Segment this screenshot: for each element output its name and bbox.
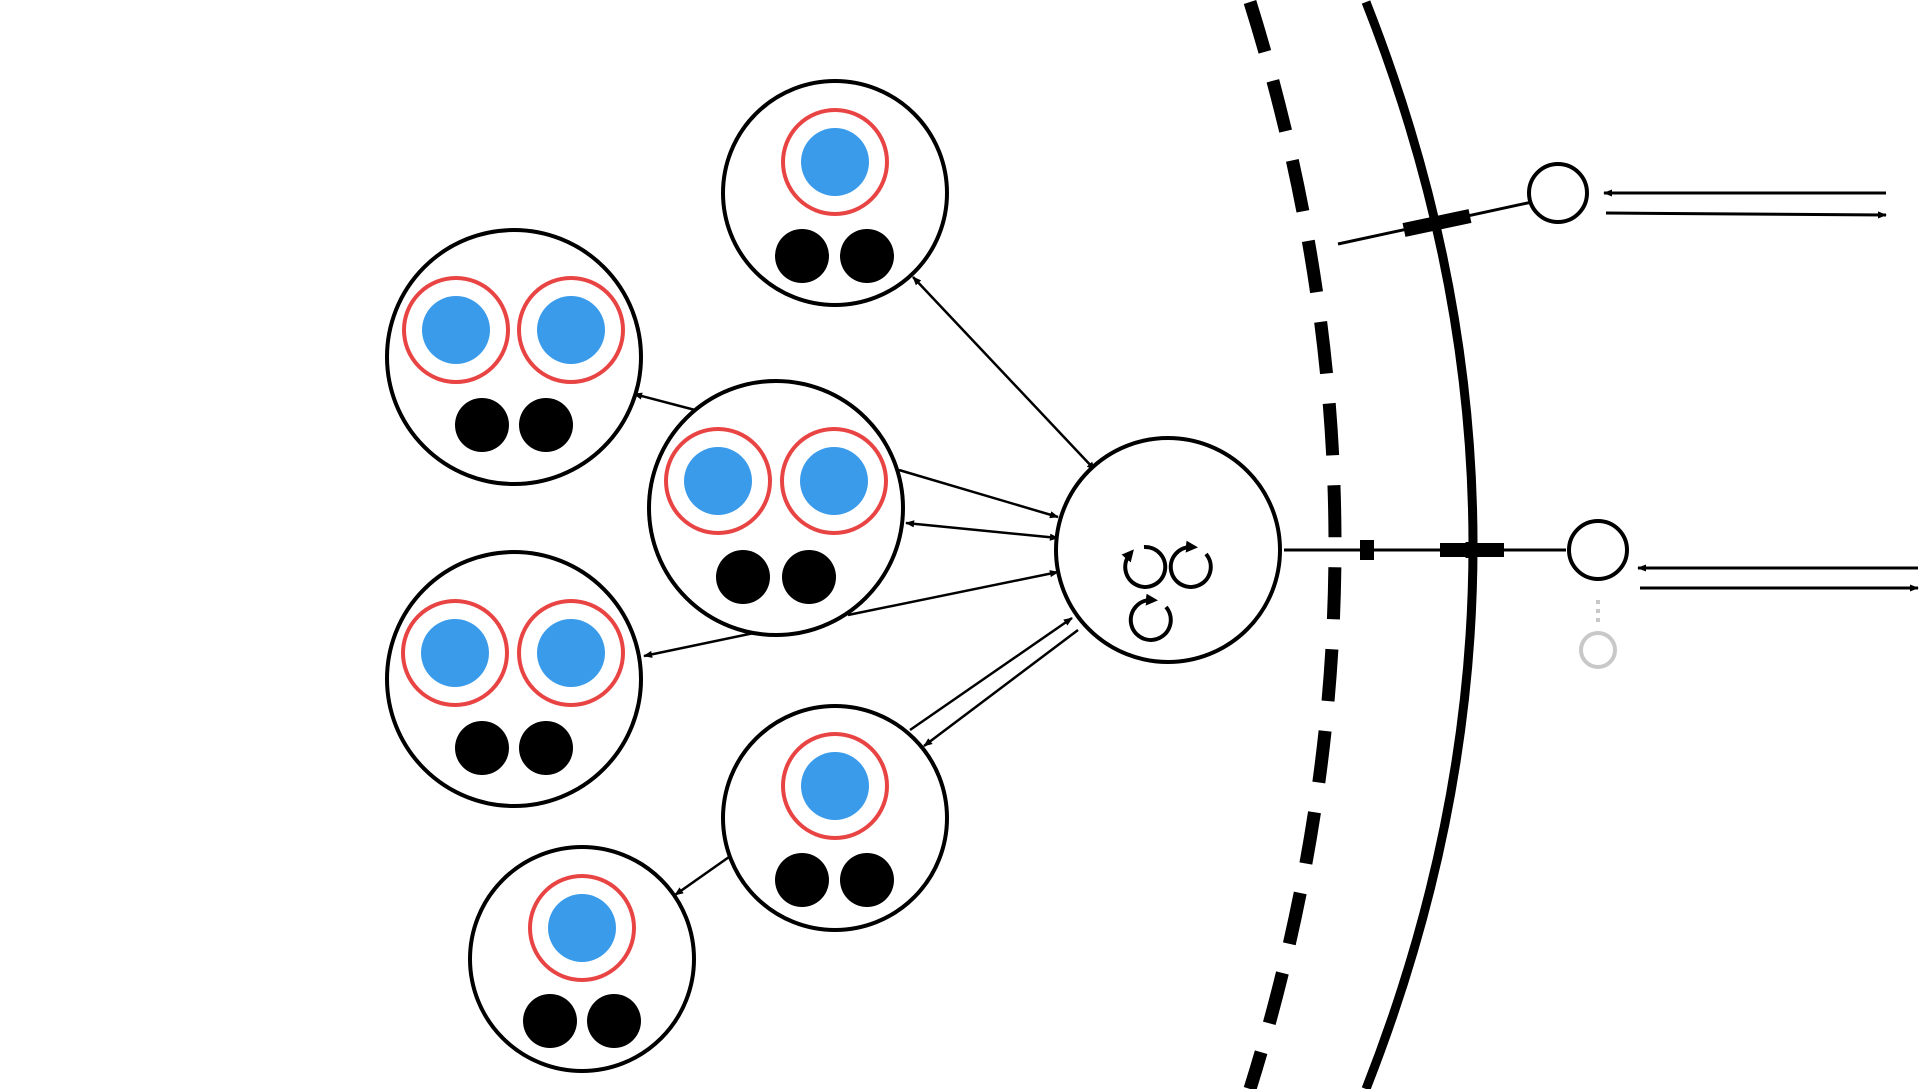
cluster-top[interactable] [721, 79, 949, 307]
edge-hub-center [905, 520, 1059, 541]
black-dot [455, 398, 509, 452]
edges [633, 276, 1096, 897]
dashed-boundary [1243, 0, 1342, 1089]
cycle-icons [1121, 540, 1213, 642]
black-dot [523, 994, 577, 1048]
cluster-lower-left[interactable] [385, 550, 643, 808]
black-dot [775, 853, 829, 907]
blue-core [548, 894, 616, 962]
edge-top-hub [912, 276, 1096, 471]
edge-center-lowerleft [643, 631, 755, 658]
port-top-connector [1337, 200, 1533, 246]
hub-node[interactable] [1054, 436, 1282, 664]
cycle-icon [1121, 544, 1168, 589]
port-middle[interactable] [1567, 519, 1629, 581]
cluster-lower-mid[interactable] [721, 704, 949, 932]
black-dot [716, 550, 770, 604]
edge-center-hub [898, 468, 1059, 519]
black-dot [775, 229, 829, 283]
blue-core [801, 128, 869, 196]
port-faded[interactable] [1579, 631, 1617, 669]
blue-core [422, 296, 490, 364]
cluster-upper-left[interactable] [385, 228, 643, 486]
black-dot [782, 550, 836, 604]
edge-lowermid-hub [909, 616, 1073, 732]
black-dot [587, 994, 641, 1048]
blue-core [421, 619, 489, 687]
cluster-center[interactable] [647, 379, 905, 637]
blue-core [800, 447, 868, 515]
edge-center-upperleft [633, 392, 696, 412]
edge-hub-lowermid [923, 629, 1079, 747]
cluster-bottom[interactable] [468, 845, 696, 1073]
edge-center-hub-lower [847, 570, 1059, 617]
port-top-arrows [1603, 189, 1887, 219]
blue-core [684, 447, 752, 515]
port-middle-connector [1284, 540, 1566, 560]
black-dot [840, 853, 894, 907]
black-dot [519, 721, 573, 775]
blue-core [537, 619, 605, 687]
port-middle-arrows [1637, 564, 1919, 592]
black-dot [455, 721, 509, 775]
port-top[interactable] [1527, 162, 1589, 224]
blue-core [801, 752, 869, 820]
black-dot [840, 229, 894, 283]
black-dot [519, 398, 573, 452]
edge-lowermid-bottom [674, 855, 730, 897]
blue-core [537, 296, 605, 364]
cycle-icon [1128, 593, 1173, 642]
cycle-icon [1168, 540, 1213, 589]
